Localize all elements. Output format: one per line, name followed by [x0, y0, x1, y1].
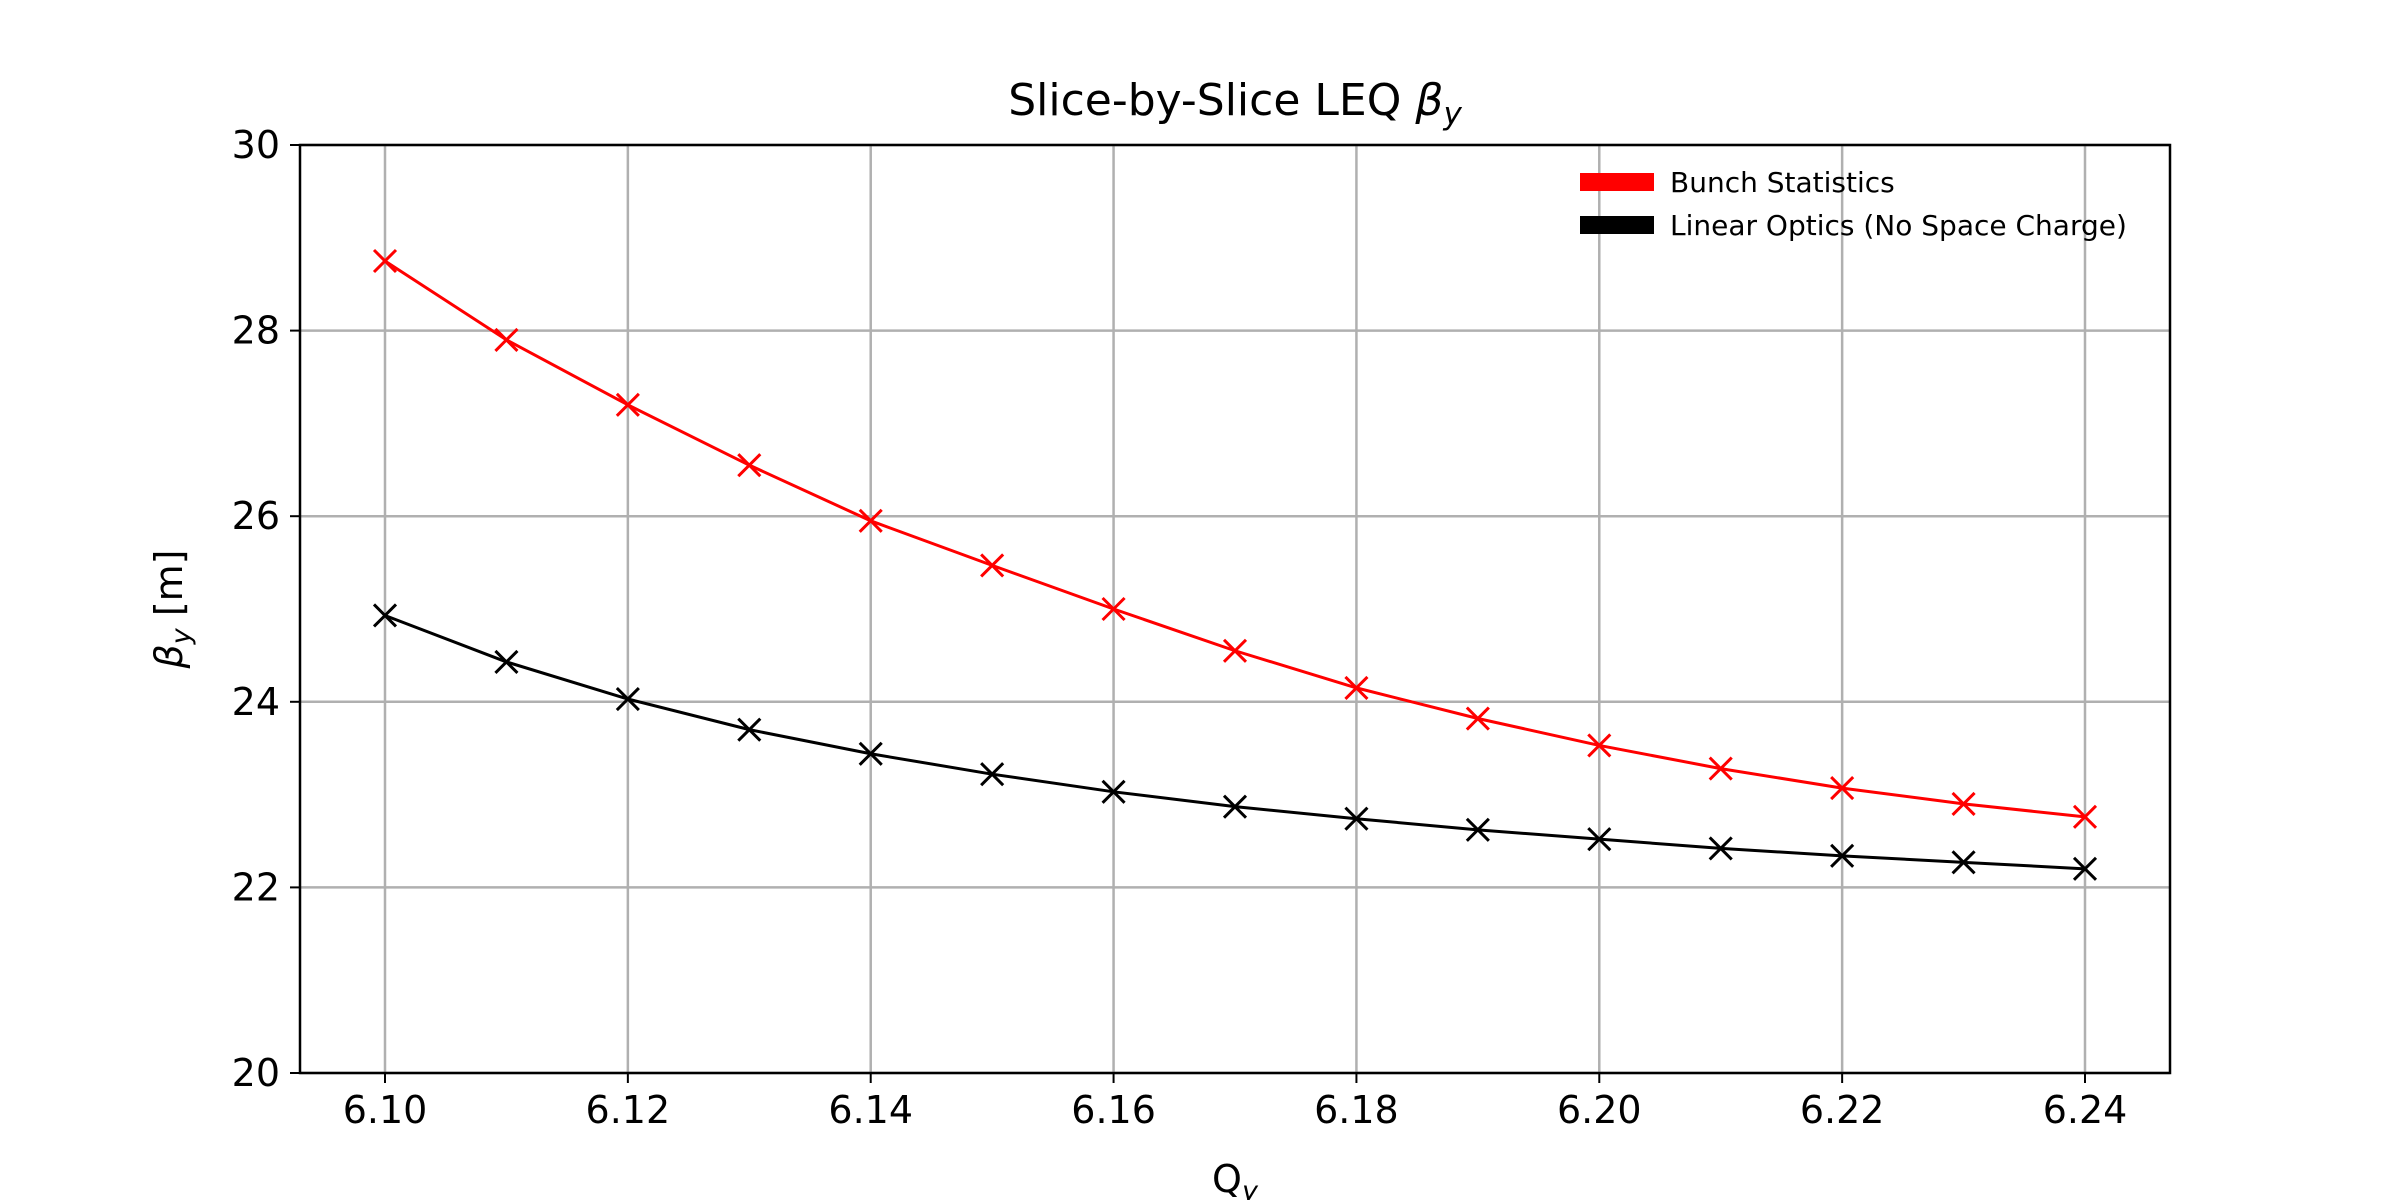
y-tick-label: 28: [232, 309, 280, 353]
data-point-marker: [1222, 638, 1248, 663]
data-point-marker: [1708, 836, 1733, 861]
y-tick-label: 30: [232, 123, 280, 167]
data-point-marker: [1587, 827, 1612, 852]
data-point-marker: [1830, 776, 1855, 801]
series-1: [372, 603, 2098, 881]
legend: Bunch Statistics Linear Optics (No Space…: [1580, 166, 2127, 242]
plot-frame: [298, 143, 2172, 1075]
data-point-marker: [1587, 733, 1612, 758]
legend-swatch-bunch-statistics: [1580, 173, 1654, 191]
x-tick-label: 6.20: [1557, 1088, 1642, 1132]
x-tick-label: 6.18: [1314, 1088, 1399, 1132]
data-point-marker: [1951, 791, 1976, 816]
legend-label-linear-optics: Linear Optics (No Space Charge): [1670, 209, 2127, 242]
x-tick-label: 6.14: [828, 1088, 913, 1132]
data-point-marker: [858, 741, 883, 766]
data-point-marker: [980, 553, 1005, 578]
x-tick-label: 6.24: [2043, 1088, 2128, 1132]
data-point-marker: [1344, 806, 1369, 831]
y-tick-label: 20: [232, 1051, 280, 1095]
data-point-marker: [2072, 804, 2098, 829]
data-point-marker: [372, 603, 398, 628]
x-tick-label: 6.16: [1071, 1088, 1156, 1132]
data-point-marker: [1830, 843, 1855, 868]
y-tick-label: 22: [232, 865, 280, 909]
data-point-marker: [1344, 675, 1369, 700]
data-point-marker: [615, 392, 640, 417]
data-point-marker: [494, 649, 519, 674]
data-point-marker: [1465, 706, 1490, 731]
data-point-marker: [1951, 850, 1976, 875]
legend-swatch-linear-optics: [1580, 216, 1654, 234]
data-point-marker: [858, 508, 883, 533]
data-point-marker: [1222, 794, 1248, 819]
data-point-marker: [1101, 596, 1126, 622]
series-0: [372, 248, 2098, 829]
data-point-marker: [1708, 756, 1733, 781]
data-point-marker: [615, 686, 640, 712]
data-point-marker: [1465, 817, 1490, 842]
x-tick-label: 6.22: [1800, 1088, 1885, 1132]
data-point-marker: [737, 717, 762, 742]
x-axis-label: Qy: [1212, 1157, 1259, 1200]
x-tick-label: 6.12: [586, 1088, 671, 1132]
y-axis-label: βy [m]: [147, 550, 197, 670]
legend-label-bunch-statistics: Bunch Statistics: [1670, 166, 1895, 199]
data-point-marker: [494, 327, 519, 352]
series-layer: [372, 248, 2098, 881]
x-tick-label: 6.10: [343, 1088, 428, 1132]
data-point-marker: [980, 762, 1005, 787]
data-point-marker: [1101, 779, 1126, 804]
data-point-marker: [372, 248, 398, 274]
y-tick-label: 24: [232, 680, 280, 724]
data-point-marker: [737, 453, 762, 478]
axis-ticks: 6.10 6.12 6.14 6.16 6.18 6.20 6.22 6.24 20 22 24 26…: [232, 123, 2128, 1132]
data-point-marker: [2072, 856, 2098, 881]
y-tick-label: 26: [232, 494, 280, 538]
chart-title: Slice-by-Slice LEQ βy: [1008, 75, 1462, 132]
